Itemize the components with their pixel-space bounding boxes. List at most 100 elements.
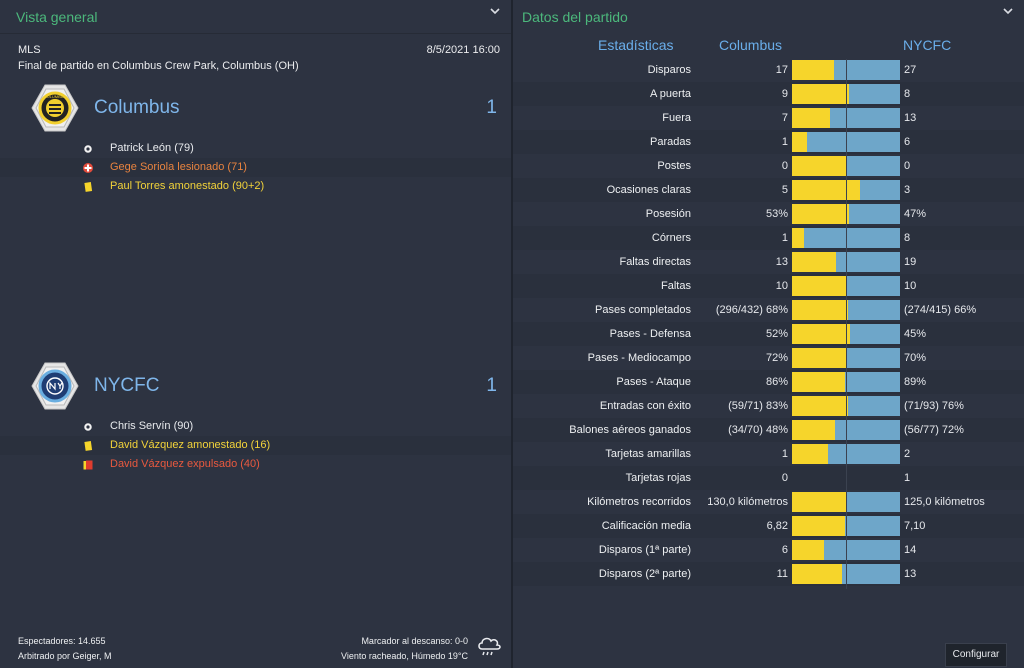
stat-bar — [792, 420, 900, 440]
venue-line: Final de partido en Columbus Crew Park, … — [18, 60, 299, 72]
stat-home-value: 13 — [775, 256, 788, 268]
event-text: Patrick León (79) — [110, 142, 194, 154]
stat-row: Posesión 53% 47% — [513, 202, 1024, 226]
away-bar-segment — [860, 180, 900, 200]
crest-lettering: COLUMBUS — [44, 94, 67, 99]
stat-label: A puerta — [650, 88, 691, 100]
stat-bar — [792, 324, 900, 344]
stat-row: Calificación media 6,82 7,10 — [513, 514, 1024, 538]
overview-panel: Vista general MLS 8/5/2021 16:00 Final d… — [0, 0, 511, 668]
stat-label: Disparos — [647, 64, 691, 76]
away-team-score: 1 — [486, 375, 497, 396]
competition-name: MLS — [18, 44, 41, 56]
stat-away-value: 1 — [904, 472, 911, 484]
away-team-name[interactable]: NYCFC — [94, 375, 160, 396]
away-bar-segment — [846, 276, 900, 296]
away-bar-segment — [836, 252, 900, 272]
configure-button[interactable]: Configurar — [945, 643, 1007, 667]
away-bar-segment — [845, 516, 900, 536]
stat-bar — [792, 372, 900, 392]
stat-away-value: 8 — [904, 88, 911, 100]
stat-away-value: (71/93) 76% — [904, 400, 964, 412]
home-bar-segment — [792, 180, 860, 200]
home-bar-segment — [792, 204, 849, 224]
stat-row: Kilómetros recorridos 130,0 kilómetros 125… — [513, 490, 1024, 514]
home-bar-segment — [792, 564, 842, 584]
stat-label: Faltas — [661, 280, 691, 292]
home-bar-segment — [792, 252, 836, 272]
event-text: Chris Servín (90) — [110, 420, 194, 432]
away-bar-segment — [849, 204, 900, 224]
away-bar-segment — [834, 60, 900, 80]
away-bar-segment — [850, 324, 900, 344]
event-text: Gege Soriola lesionado (71) — [110, 161, 247, 173]
stat-bar — [792, 228, 900, 248]
stat-away-value: 19 — [904, 256, 917, 268]
stat-bar — [792, 156, 900, 176]
away-bar-segment — [842, 564, 900, 584]
stat-row: Faltas 10 10 — [513, 274, 1024, 298]
stat-home-value: 1 — [781, 232, 788, 244]
chevron-down-icon[interactable] — [1002, 5, 1014, 17]
away-bar-segment — [828, 444, 900, 464]
match-datetime: 8/5/2021 16:00 — [426, 44, 500, 56]
stat-row: Entradas con éxito (59/71) 83% (71/93) 76% — [513, 394, 1024, 418]
away-bar-segment — [846, 156, 900, 176]
stat-row: Disparos (2ª parte) 11 13 — [513, 562, 1024, 586]
stat-away-value: 0 — [904, 160, 911, 172]
stat-away-value: 45% — [904, 328, 927, 340]
away-bar-segment — [848, 300, 900, 320]
stat-label: Disparos (1ª parte) — [598, 544, 691, 556]
event-text: Paul Torres amonestado (90+2) — [110, 180, 265, 192]
stat-home-value: 11 — [776, 568, 788, 580]
stat-label: Disparos (2ª parte) — [598, 568, 691, 580]
stat-bar — [792, 108, 900, 128]
home-team-name[interactable]: Columbus — [94, 97, 180, 118]
injury-icon — [82, 162, 94, 174]
stat-home-value: 9 — [781, 88, 788, 100]
stat-label: Tarjetas amarillas — [605, 448, 691, 460]
columbus-crest-icon[interactable]: COLUMBUS — [30, 83, 80, 133]
home-bar-segment — [792, 60, 834, 80]
bar-midline — [846, 59, 847, 589]
stat-bar — [792, 276, 900, 296]
home-team-score: 1 — [486, 97, 497, 118]
chevron-down-icon[interactable] — [489, 5, 501, 17]
yellow-card-icon — [82, 181, 94, 193]
stat-away-value: 13 — [904, 112, 917, 124]
away-event-row: David Vázquez expulsado (40) — [0, 455, 511, 474]
stat-bar — [792, 204, 900, 224]
ball-icon — [82, 143, 94, 155]
home-bar-segment — [792, 84, 849, 104]
stat-bar — [792, 348, 900, 368]
stat-bar — [792, 132, 900, 152]
event-text: David Vázquez amonestado (16) — [110, 439, 271, 451]
stat-away-value: (56/77) 72% — [904, 424, 964, 436]
stat-label: Ocasiones claras — [606, 184, 691, 196]
home-bar-segment — [792, 276, 846, 296]
stat-bar — [792, 516, 900, 536]
stat-label: Pases - Mediocampo — [587, 352, 691, 364]
home-event-row: Gege Soriola lesionado (71) — [0, 158, 511, 177]
stat-label: Pases - Defensa — [609, 328, 691, 340]
away-bar-segment — [830, 108, 900, 128]
stat-home-value: 5 — [781, 184, 788, 196]
stat-label: Tarjetas rojas — [625, 472, 691, 484]
stat-label: Fuera — [662, 112, 691, 124]
home-bar-segment — [792, 396, 848, 416]
home-bar-segment — [792, 228, 804, 248]
away-bar-segment — [807, 132, 900, 152]
nycfc-crest-icon[interactable] — [30, 361, 80, 411]
home-column-header: Columbus — [719, 37, 783, 53]
home-bar-segment — [792, 132, 807, 152]
yellow-card-icon — [82, 440, 94, 452]
stat-bar — [792, 564, 900, 584]
stat-home-value: 52% — [765, 328, 788, 340]
stat-home-value: (59/71) 83% — [728, 400, 788, 412]
stat-away-value: 47% — [904, 208, 927, 220]
home-bar-segment — [792, 444, 828, 464]
title-separator — [0, 33, 511, 34]
weather-text: Viento racheado, Húmedo 19°C — [340, 651, 468, 661]
stat-home-value: 86% — [765, 376, 788, 388]
stat-row: Postes 0 0 — [513, 154, 1024, 178]
